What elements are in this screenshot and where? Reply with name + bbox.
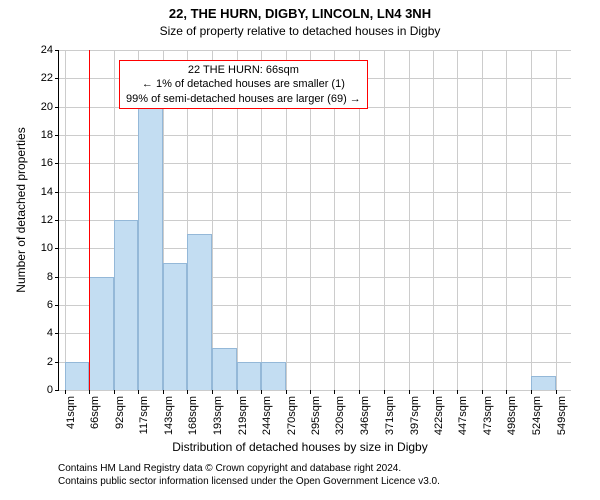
property-marker-line xyxy=(89,50,90,390)
y-tick-label: 0 xyxy=(47,384,59,396)
y-tick-label: 16 xyxy=(41,157,59,169)
annotation-line1: 22 THE HURN: 66sqm xyxy=(126,63,361,77)
x-tick-label: 143sqm xyxy=(163,396,175,435)
x-tick-label: 447sqm xyxy=(457,396,469,435)
y-tick-label: 4 xyxy=(47,327,59,339)
y-tick-label: 22 xyxy=(41,72,59,84)
histogram-bar xyxy=(89,277,114,390)
y-tick-label: 24 xyxy=(41,44,59,56)
gridline-horizontal xyxy=(59,163,571,164)
gridline-vertical xyxy=(409,50,410,390)
y-tick-label: 8 xyxy=(47,271,59,283)
x-tick-label: 397sqm xyxy=(409,396,421,435)
x-tick-label: 320sqm xyxy=(334,396,346,435)
chart-container: 22, THE HURN, DIGBY, LINCOLN, LN4 3NH Si… xyxy=(0,0,600,500)
gridline-horizontal xyxy=(59,390,571,391)
gridline-vertical xyxy=(506,50,507,390)
histogram-plot: 02468101214161820222441sqm66sqm92sqm117s… xyxy=(58,50,571,391)
x-axis-label: Distribution of detached houses by size … xyxy=(0,440,600,454)
y-tick-label: 20 xyxy=(41,101,59,113)
x-tick-label: 117sqm xyxy=(138,396,150,434)
x-tick-label: 219sqm xyxy=(237,396,249,435)
x-tick-label: 270sqm xyxy=(286,396,298,435)
attribution-line1: Contains HM Land Registry data © Crown c… xyxy=(58,462,440,475)
y-tick-label: 2 xyxy=(47,356,59,368)
x-tick-label: 92sqm xyxy=(114,396,126,429)
histogram-bar xyxy=(138,107,163,390)
chart-title: 22, THE HURN, DIGBY, LINCOLN, LN4 3NH xyxy=(0,6,600,21)
annotation-box: 22 THE HURN: 66sqm← 1% of detached house… xyxy=(119,60,368,109)
x-tick-label: 346sqm xyxy=(359,396,371,435)
x-tick-label: 193sqm xyxy=(212,396,224,435)
histogram-bar xyxy=(163,263,187,391)
gridline-vertical xyxy=(482,50,483,390)
y-axis-label: Number of detached properties xyxy=(14,60,28,360)
y-tick-label: 6 xyxy=(47,299,59,311)
histogram-bar xyxy=(187,234,211,390)
x-tick-label: 371sqm xyxy=(384,396,396,435)
gridline-horizontal xyxy=(59,50,571,51)
y-tick-label: 12 xyxy=(41,214,59,226)
attribution-line2: Contains public sector information licen… xyxy=(58,475,440,488)
gridline-horizontal xyxy=(59,192,571,193)
x-tick-label: 244sqm xyxy=(261,396,273,435)
gridline-vertical xyxy=(433,50,434,390)
histogram-bar xyxy=(65,362,89,390)
x-tick-label: 66sqm xyxy=(89,396,101,429)
x-tick-label: 498sqm xyxy=(506,396,518,435)
annotation-line2: ← 1% of detached houses are smaller (1) xyxy=(126,77,361,91)
gridline-vertical xyxy=(556,50,557,390)
histogram-bar xyxy=(261,362,286,390)
gridline-horizontal xyxy=(59,135,571,136)
x-tick-label: 41sqm xyxy=(65,396,77,429)
attribution-text: Contains HM Land Registry data © Crown c… xyxy=(58,462,440,488)
histogram-bar xyxy=(114,220,138,390)
gridline-vertical xyxy=(457,50,458,390)
x-tick-label: 168sqm xyxy=(187,396,199,435)
gridline-vertical xyxy=(65,50,66,390)
gridline-vertical xyxy=(384,50,385,390)
histogram-bar xyxy=(212,348,237,391)
histogram-bar xyxy=(237,362,261,390)
gridline-vertical xyxy=(531,50,532,390)
x-tick-label: 295sqm xyxy=(310,396,322,435)
x-tick-label: 549sqm xyxy=(556,396,568,435)
histogram-bar xyxy=(531,376,555,390)
y-tick-label: 18 xyxy=(41,129,59,141)
chart-subtitle: Size of property relative to detached ho… xyxy=(0,24,600,38)
y-tick-label: 10 xyxy=(41,242,59,254)
x-tick-label: 473sqm xyxy=(482,396,494,435)
y-tick-label: 14 xyxy=(41,186,59,198)
x-tick-label: 422sqm xyxy=(433,396,445,435)
annotation-line3: 99% of semi-detached houses are larger (… xyxy=(126,92,361,106)
x-tick-label: 524sqm xyxy=(531,396,543,435)
